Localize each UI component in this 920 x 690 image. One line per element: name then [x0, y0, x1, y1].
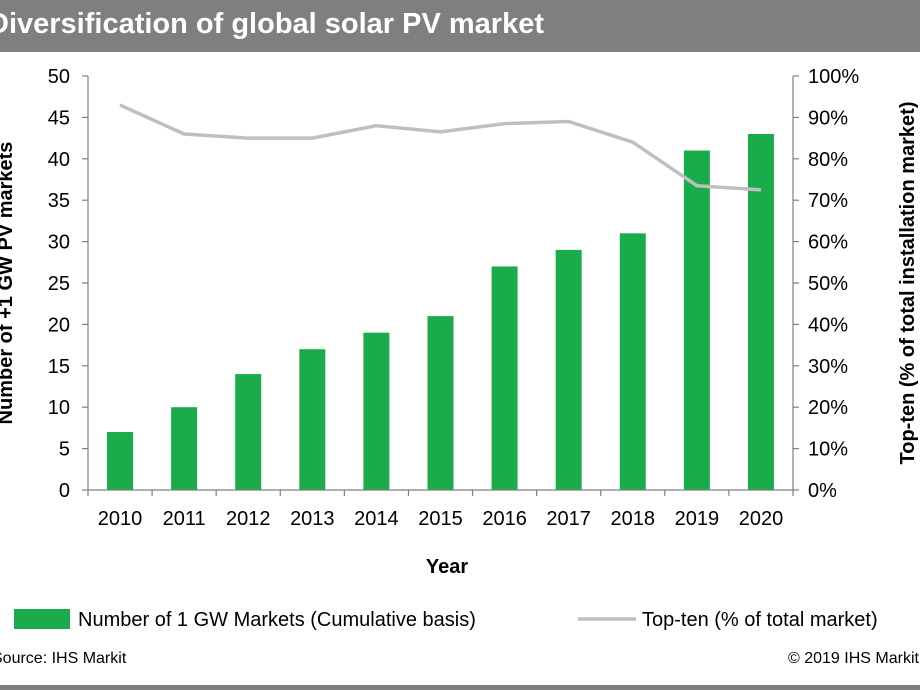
bar-2011: [171, 407, 198, 490]
bar-2020: [747, 133, 774, 490]
y-axis-title: Number of +1 GW PV markets: [0, 142, 17, 425]
labels-layer: 0 5 10 15 20 25 30 35 40 45 50 0% 10% 20% 30% 40% 50% 60%…: [48, 66, 860, 530]
bar-2012: [235, 374, 262, 490]
chart-title: Diversification of global solar PV marke…: [0, 8, 544, 40]
x-tick-label: 2017: [546, 508, 591, 530]
y-tick-label: 35: [48, 190, 70, 212]
y2-tick-label: 50%: [808, 273, 848, 295]
y2-tick-label: 40%: [808, 314, 848, 336]
bar-2017: [555, 249, 582, 490]
y-tick-label: 30: [48, 232, 70, 254]
copyright-note: © 2019 IHS Markit: [788, 650, 919, 667]
bar-2010: [107, 432, 134, 490]
x-tick-label: 2014: [354, 508, 399, 530]
line-series-top-ten: [119, 103, 762, 192]
y2-tick-label: 20%: [808, 397, 848, 419]
y-tick-label: 15: [48, 356, 70, 378]
y-tick-label: 45: [48, 107, 70, 129]
x-tick-label: 2019: [675, 508, 720, 530]
x-tick-label: 2016: [482, 508, 527, 530]
x-tick-label: 2015: [418, 508, 463, 530]
x-tick-label: 2012: [226, 508, 271, 530]
x-tick-label: 2018: [611, 508, 656, 530]
bar-2013: [299, 349, 326, 490]
bar-2019: [683, 150, 710, 490]
bars-layer: [107, 133, 774, 490]
y2-tick-label: 100%: [808, 66, 859, 88]
legend-label-line: Top-ten (% of total market): [642, 609, 878, 631]
x-tick-label: 2020: [739, 508, 784, 530]
bar-2014: [363, 332, 390, 490]
title-bar: Diversification of global solar PV marke…: [0, 0, 920, 52]
legend-swatch-bars: [14, 609, 70, 629]
y2-tick-label: 70%: [808, 190, 848, 212]
y2-axis-title: Top-ten (% of total installation market): [897, 102, 919, 465]
legend-label-bars: Number of 1 GW Markets (Cumulative basis…: [78, 609, 476, 631]
y-tick-label: 40: [48, 149, 70, 171]
x-tick-label: 2013: [290, 508, 335, 530]
x-axis-title: Year: [426, 556, 468, 578]
y2-tick-label: 90%: [808, 107, 848, 129]
y2-tick-label: 30%: [808, 356, 848, 378]
y2-tick-label: 80%: [808, 149, 848, 171]
y-tick-label: 0: [59, 480, 70, 502]
y-tick-label: 50: [48, 66, 70, 88]
y-tick-label: 20: [48, 314, 70, 336]
bar-2015: [427, 316, 454, 490]
y2-tick-label: 10%: [808, 439, 848, 461]
y2-tick-label: 0%: [808, 480, 837, 502]
y-tick-label: 10: [48, 397, 70, 419]
legend: Number of 1 GW Markets (Cumulative basis…: [14, 609, 878, 631]
x-tick-label: 2010: [98, 508, 143, 530]
y2-tick-label: 60%: [808, 232, 848, 254]
y-tick-label: 5: [59, 439, 70, 461]
bar-2016: [491, 266, 518, 490]
bottom-rule: [0, 685, 920, 690]
y-tick-label: 25: [48, 273, 70, 295]
x-tick-label: 2011: [163, 508, 206, 530]
source-note: Source: IHS Markit: [0, 650, 127, 667]
bar-2018: [619, 233, 646, 490]
axes-layer: [82, 75, 799, 496]
line-layer: [119, 103, 762, 192]
